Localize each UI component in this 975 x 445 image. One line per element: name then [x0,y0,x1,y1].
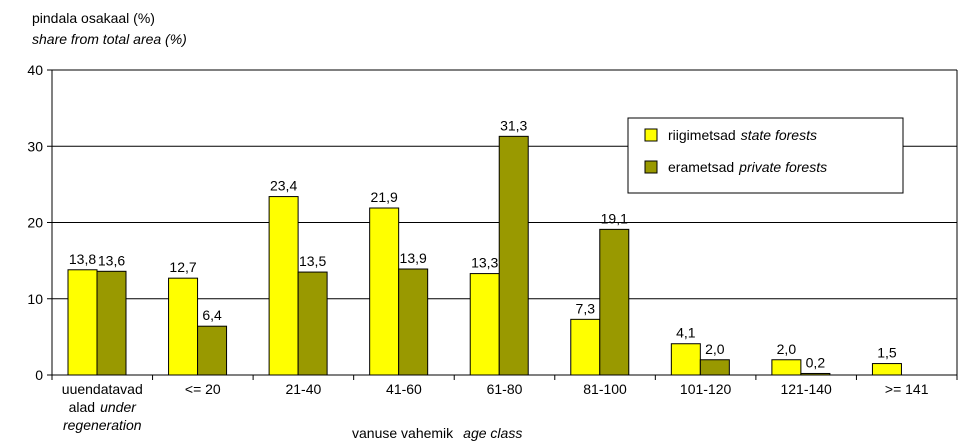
data-label: 23,4 [270,178,297,194]
y-tick-labels: 0 10 20 30 40 [27,62,43,383]
data-label: 2,0 [777,341,797,357]
bar-private [498,135,529,376]
bar-private [297,271,328,376]
x-axis-title: vanuse vahemik age class [352,425,522,441]
data-label: 2,0 [705,341,725,357]
data-label: 13,6 [98,252,125,268]
bar-state [268,196,299,376]
y-tick-label: 20 [27,215,43,231]
y-axis-title-line1: pindala osakaal (%) [32,10,155,26]
x-tick-label: 81-100 [583,381,627,397]
x-axis-title-italic: age class [463,425,522,441]
bar-state [570,318,601,376]
data-label: 1,5 [877,345,897,361]
data-label: 4,1 [676,325,696,341]
data-labels: 13,8 13,6 12,7 6,4 23,4 13,5 21,9 13,9 13,3 31,3 7… [69,117,897,370]
y-tick-label: 0 [35,367,43,383]
bar-private [197,325,228,376]
y-tick-label: 10 [27,291,43,307]
y-axis-title-line2: share from total area (%) [32,31,187,47]
data-label: 13,8 [69,251,96,267]
data-label: 13,9 [400,250,427,266]
x-tick-label: >= 141 [885,381,929,397]
bar-private [398,268,429,376]
x-tick-label: <= 20 [185,381,221,397]
x-tick-label: uuendatavad alad under regeneration [62,381,143,433]
y-tick-label: 40 [27,62,43,78]
legend-box [627,117,904,194]
data-label: 31,3 [500,117,527,133]
data-label: 0,2 [806,354,826,370]
x-axis-title-main: vanuse vahemik [352,425,454,441]
x-tick-labels: uuendatavad alad under regeneration <= 20 21-… [62,381,929,433]
data-label: 19,1 [601,210,628,226]
bar-private [96,270,127,376]
x-tick-label: 61-80 [487,381,523,397]
x-tick-label: 21-40 [285,381,321,397]
legend-swatch-private [644,160,658,174]
legend-swatch-state [644,128,658,142]
bars [67,135,902,376]
bar-state [871,363,902,376]
data-label: 6,4 [202,307,222,323]
x-tick-label: 101-120 [680,381,732,397]
data-label: 13,3 [471,255,498,271]
bar-state [67,269,98,376]
x-tick-label: 41-60 [386,381,422,397]
data-label: 21,9 [371,189,398,205]
data-label: 12,7 [169,259,196,275]
x-tick-label: 121-140 [780,381,832,397]
data-label: 13,5 [299,253,326,269]
axes [47,69,958,380]
bar-private [599,228,630,376]
legend-label-private: erametsad private forests [668,159,827,175]
y-tick-label: 30 [27,138,43,154]
legend-label-state: riigimetsad state forests [668,127,817,143]
bar-state [469,273,500,376]
bar-private [699,359,730,376]
bar-state [168,277,199,376]
bar-state [670,343,701,376]
legend: riigimetsad state forests erametsad privat… [627,117,904,194]
data-label: 7,3 [576,300,596,316]
bar-state [771,359,802,376]
bar-state [369,207,400,376]
